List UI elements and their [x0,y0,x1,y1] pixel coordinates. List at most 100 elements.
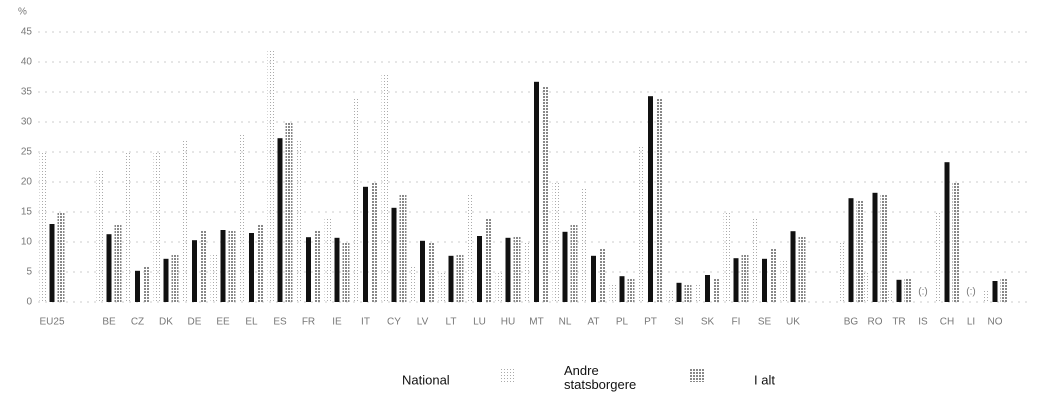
bar [353,98,360,302]
x-tick-label: LI [967,317,975,328]
bar [513,236,521,302]
x-tick-label: TR [892,317,905,328]
x-tick-label: LV [417,317,429,328]
bar [228,230,236,302]
bar [524,242,531,302]
bar [448,255,454,302]
bar [220,230,226,302]
bar [39,152,47,302]
bar [249,233,254,302]
x-tick-label: BE [102,317,116,328]
legend-text: I alt [754,372,775,387]
x-tick-label: CY [387,317,401,328]
x-tick-label: IS [918,317,928,328]
bar [239,134,246,302]
bar [790,231,796,302]
bar [666,290,674,302]
x-tick-label: RO [868,317,883,328]
bar [952,182,960,302]
bar [410,266,417,302]
legend-swatch [500,368,514,382]
x-tick-label: PL [616,317,629,328]
bar [904,278,912,302]
y-tick-label: 15 [21,207,33,218]
x-tick-label: EU25 [39,317,64,328]
bar [872,192,878,302]
x-tick-label: SE [758,317,772,328]
bar [277,138,283,302]
x-tick-label: EL [245,317,258,328]
bar [182,140,189,302]
y-tick-label: 0 [26,297,32,308]
x-tick-label: FI [732,317,741,328]
bar [334,237,340,302]
bar [798,236,806,302]
bar [552,182,560,302]
x-tick-label: CH [940,317,954,328]
bar [477,236,482,302]
bar [562,231,568,302]
bar [570,224,578,302]
x-tick-label: IE [332,317,342,328]
bar [192,240,197,302]
bar [267,50,275,302]
bar [114,224,122,302]
bar [324,218,332,302]
y-tick-label: 30 [21,117,33,128]
bar [752,218,759,302]
y-tick-label: 45 [21,27,33,38]
x-tick-label: SK [701,317,715,328]
bar [591,255,596,302]
bar [896,279,902,302]
x-tick-label: UK [786,317,800,328]
bar [49,224,55,302]
bar [534,81,539,302]
y-tick-label: 35 [21,87,33,98]
bar [542,86,549,302]
x-tick-label: ES [273,317,287,328]
bar [676,282,682,302]
x-tick-label: DE [188,317,202,328]
legend-text: National [402,372,450,387]
value-label: (:) [918,287,927,298]
x-tick-label: HU [501,317,515,328]
x-tick-label: IT [361,317,370,328]
x-tick-label: CZ [131,317,144,328]
x-tick-label: NO [988,317,1003,328]
bar [609,284,617,302]
bar [57,212,65,302]
bar [992,281,998,302]
x-tick-label: LU [473,317,486,328]
bar [306,237,311,302]
bar [125,152,132,302]
bar [456,254,464,302]
x-tick-label: NL [559,317,572,328]
legend-text: Andre statsborgere [564,363,636,392]
bar [684,284,692,302]
x-tick-label: FR [302,317,315,328]
bar [342,242,350,302]
bar [1000,278,1008,302]
x-tick-label: SI [674,317,683,328]
bar [399,194,407,302]
bar [420,240,425,302]
x-tick-label: BG [844,317,859,328]
bar [153,152,161,302]
bar [163,258,169,302]
bar [619,276,625,302]
x-tick-label: AT [587,317,599,328]
bar [391,207,397,302]
bar [880,194,888,302]
legend-swatch [690,368,704,382]
y-tick-label: 5 [26,267,32,278]
bar [656,98,663,302]
bar [135,270,140,302]
bar [770,248,777,302]
bar [495,272,503,302]
bar [371,182,378,302]
bar [438,272,446,302]
y-tick-label: 25 [21,147,33,158]
bar [982,290,990,302]
bar [627,278,635,302]
bar [648,96,653,302]
